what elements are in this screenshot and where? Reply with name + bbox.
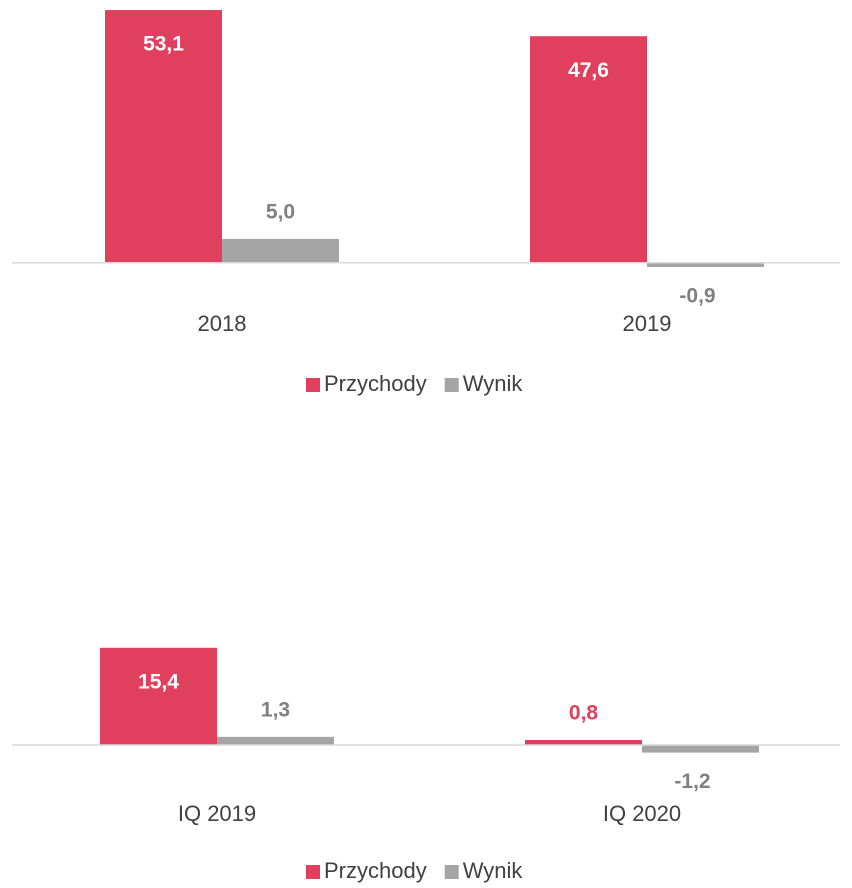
bar [105,10,222,263]
x-tick-label: 2018 [198,311,247,336]
legend-label: Przychody [324,371,427,396]
x-tick-label: IQ 2020 [603,801,681,826]
bar [100,647,217,746]
value-label: -1,2 [674,770,710,793]
x-tick-label: IQ 2019 [178,801,256,826]
value-label: 1,3 [261,698,290,721]
legend-swatch [306,378,320,392]
legend-swatch [444,378,459,392]
legend-swatch [444,865,459,879]
legend-label: Wynik [463,858,524,883]
bar [222,238,339,263]
legend-label: Przychody [324,858,427,883]
value-label: 53,1 [143,33,184,56]
value-label: 5,0 [266,200,295,223]
value-label: -0,9 [679,285,715,308]
legend-label: Wynik [463,371,524,396]
value-label: 15,4 [138,670,179,693]
bar [642,745,759,753]
bar [525,740,642,746]
bar [217,736,334,746]
x-tick-label: 2019 [623,311,672,336]
value-label: 47,6 [568,59,609,82]
value-label: 0,8 [569,702,599,725]
bar [530,36,647,263]
legend-swatch [306,865,320,879]
bar [647,262,764,268]
